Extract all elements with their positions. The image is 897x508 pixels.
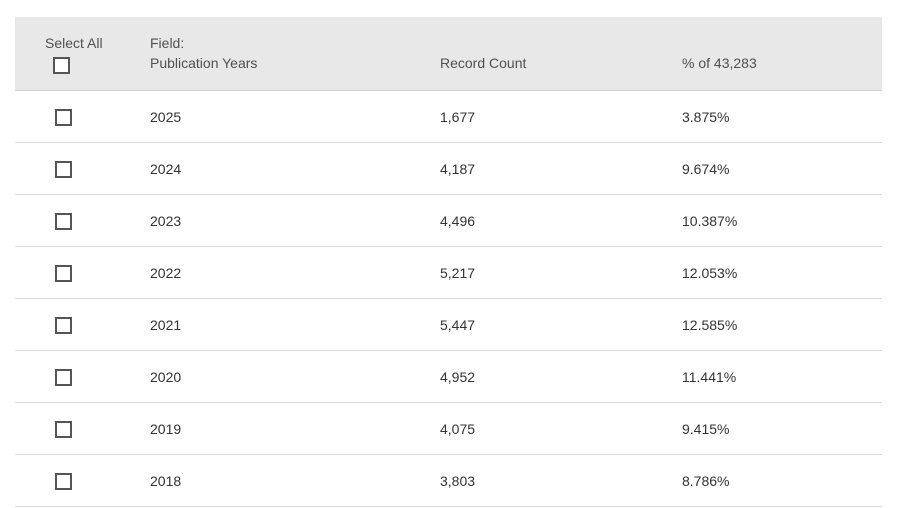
year-cell: 2021 xyxy=(150,317,182,333)
table-row: 2025 1,677 3.875% xyxy=(15,91,882,143)
table-row: 2021 5,447 12.585% xyxy=(15,299,882,351)
percent-cell: 3.875% xyxy=(682,109,730,125)
year-cell: 2019 xyxy=(150,421,182,437)
percent-cell: 9.415% xyxy=(682,421,730,437)
select-all-checkbox[interactable] xyxy=(53,57,70,74)
row-checkbox[interactable] xyxy=(55,265,72,282)
row-checkbox[interactable] xyxy=(55,421,72,438)
row-checkbox[interactable] xyxy=(55,473,72,490)
table-row: 2023 4,496 10.387% xyxy=(15,195,882,247)
field-name: Publication Years xyxy=(150,55,258,71)
record-count-cell: 5,447 xyxy=(440,317,476,333)
row-checkbox[interactable] xyxy=(55,369,72,386)
table-row: 2022 5,217 12.053% xyxy=(15,247,882,299)
percent-header: % of 43,283 xyxy=(682,55,757,71)
percent-cell: 11.441% xyxy=(682,369,737,385)
record-count-cell: 5,217 xyxy=(440,265,476,281)
table-row: 2024 4,187 9.674% xyxy=(15,143,882,195)
record-count-header: Record Count xyxy=(440,55,527,71)
record-count-cell: 4,075 xyxy=(440,421,476,437)
record-count-cell: 4,952 xyxy=(440,369,476,385)
record-count-cell: 4,496 xyxy=(440,213,476,229)
year-cell: 2022 xyxy=(150,265,182,281)
percent-cell: 12.053% xyxy=(682,265,738,281)
table-header: Select All Field: Publication Years Reco… xyxy=(15,17,882,91)
table-row: 2020 4,952 11.441% xyxy=(15,351,882,403)
record-count-cell: 1,677 xyxy=(440,109,476,125)
row-checkbox[interactable] xyxy=(55,213,72,230)
table-row: 2019 4,075 9.415% xyxy=(15,403,882,455)
percent-cell: 12.585% xyxy=(682,317,738,333)
row-checkbox[interactable] xyxy=(55,161,72,178)
percent-cell: 10.387% xyxy=(682,213,738,229)
year-cell: 2025 xyxy=(150,109,182,125)
publication-years-table: Select All Field: Publication Years Reco… xyxy=(15,17,882,507)
percent-cell: 9.674% xyxy=(682,161,730,177)
select-all-label: Select All xyxy=(45,35,103,51)
year-cell: 2020 xyxy=(150,369,182,385)
record-count-cell: 4,187 xyxy=(440,161,476,177)
year-cell: 2018 xyxy=(150,473,182,489)
year-cell: 2023 xyxy=(150,213,182,229)
row-checkbox[interactable] xyxy=(55,109,72,126)
percent-cell: 8.786% xyxy=(682,473,730,489)
record-count-cell: 3,803 xyxy=(440,473,476,489)
year-cell: 2024 xyxy=(150,161,182,177)
row-checkbox[interactable] xyxy=(55,317,72,334)
table-row: 2018 3,803 8.786% xyxy=(15,455,882,507)
field-label: Field: xyxy=(150,35,185,51)
